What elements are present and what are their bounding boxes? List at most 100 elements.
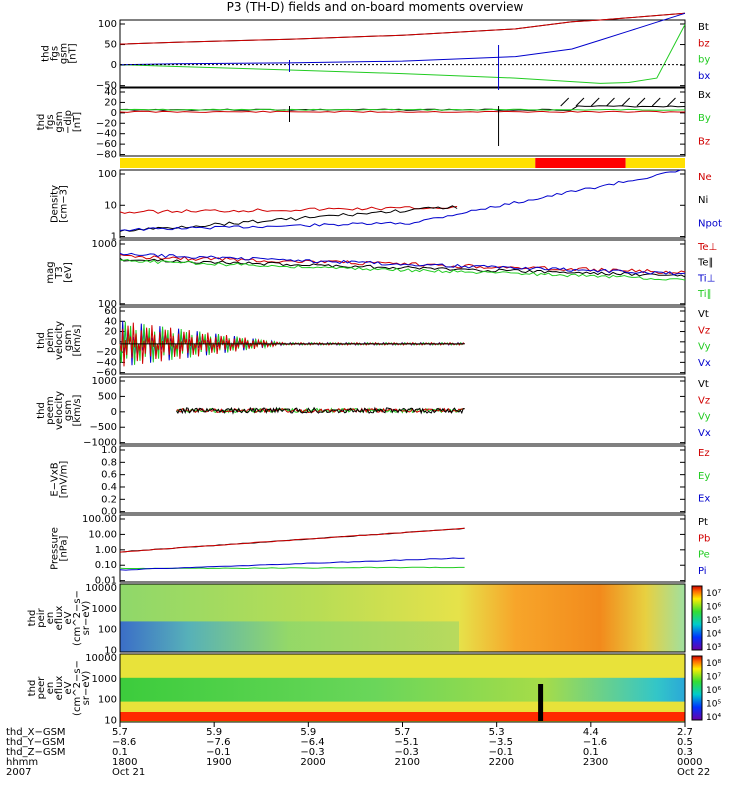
ytick-label: −60 [96, 139, 117, 150]
ytick-label: 10000 [85, 653, 117, 664]
panel-frame-density [119, 169, 686, 239]
ytick-label: 100 [98, 299, 117, 310]
ytick-label: 1 [111, 232, 117, 243]
ytick-label: −60 [96, 368, 117, 379]
colorbar [691, 655, 703, 721]
ytick-label: 100.00 [82, 514, 117, 525]
legend-entry: Vt [698, 379, 709, 390]
sawtooth-mark [560, 97, 570, 107]
xaxis-value: 2000 [300, 757, 325, 768]
legend-entry: Vz [698, 325, 710, 336]
series-line-by [119, 24, 686, 84]
xaxis-value: Oct 21 [112, 767, 145, 778]
ytick-label: 50 [104, 40, 117, 51]
ytick-label: −40 [96, 129, 117, 140]
xaxis-value: 0.1 [583, 747, 599, 758]
xaxis-value: 2100 [395, 757, 420, 768]
xaxis-row-label: thd_Y−GSM [6, 737, 65, 748]
sawtooth-mark [590, 97, 600, 107]
xaxis-value: −6.4 [300, 737, 324, 748]
region-bar-segment [535, 158, 626, 168]
legend-entry: Vt [698, 309, 709, 320]
ytick-label: 1000 [92, 604, 117, 615]
xaxis-value: 0000 [677, 757, 702, 768]
xaxis-value: −5.1 [395, 737, 419, 748]
legend-entry: Vz [698, 395, 710, 406]
legend-entry: bx [698, 71, 710, 82]
spectrogram-peer-lowband [120, 712, 685, 721]
ylabel-line: eflux [54, 606, 65, 631]
ylabel-line: eV [63, 681, 74, 694]
legend-entry: Pe [698, 550, 710, 561]
legend-entry: Bz [698, 136, 710, 147]
sawtooth-mark [667, 97, 676, 107]
legend-entry: Ni [698, 195, 708, 206]
ylabel-line: en [45, 612, 56, 625]
ytick-label: 10000 [85, 583, 117, 594]
ylabel-line: gsm [63, 400, 74, 421]
series-line-bx [119, 12, 686, 66]
ylabel-line: sr−eV) [81, 601, 92, 636]
ytick-label: 100 [98, 695, 117, 706]
ytick-label: 1.0 [101, 445, 117, 456]
ylabel-line: −dip [63, 110, 74, 134]
panel-frame-pressure [119, 514, 686, 583]
ytick-label: 1000 [92, 239, 117, 250]
ylabel-line: thd [27, 610, 38, 627]
ytick-label: 100 [98, 169, 117, 180]
ytick-label: 1000 [92, 674, 117, 685]
ylabel-line: mag [45, 261, 56, 283]
series-line-Te-par [119, 257, 686, 278]
colorbar-tick-label: 10³ [706, 643, 721, 653]
xaxis-value: 5.7 [112, 727, 128, 738]
ylabel-line: [km/s] [72, 324, 83, 356]
sawtooth-mark [575, 97, 585, 107]
colorbar-tick-label: 10⁴ [706, 713, 721, 723]
colorbar-tick-label: 10⁸ [706, 659, 721, 669]
legend-entry: Ne [698, 172, 712, 183]
panel-frame-fgs_gsm_dip [119, 87, 686, 157]
legend-entry: Npot [698, 218, 722, 229]
ylabel-line: [nT] [72, 112, 83, 132]
legend-entry: Bx [698, 90, 711, 101]
ytick-label: 10 [104, 646, 117, 657]
ytick-label: 0.4 [101, 482, 117, 493]
ytick-label: 0.2 [101, 494, 117, 505]
ylabel-line: T3 [54, 266, 65, 279]
ytick-label: −80 [96, 150, 117, 161]
ytick-label: 0.8 [101, 457, 117, 468]
ylabel-line: thd [36, 402, 47, 419]
colorbar-tick-label: 10⁷ [706, 673, 721, 683]
ytick-label: 40 [104, 316, 117, 327]
ylabel-line: fgs [50, 46, 61, 61]
ylabel-line: peer [36, 676, 47, 700]
ytick-label: 20 [104, 97, 117, 108]
series-line-Pi [119, 557, 465, 571]
panel-frame-fgs_gsm [119, 19, 686, 88]
panel-frame-peir-overlay [119, 583, 686, 653]
series-line-Ne [119, 206, 458, 214]
ytick-label: 0.6 [101, 470, 117, 481]
legend-entry: Pb [698, 533, 710, 544]
ytick-label: 40 [104, 87, 117, 98]
xaxis-value: 4.4 [583, 727, 599, 738]
sawtooth-mark [636, 97, 646, 107]
data-gap-bar [538, 684, 544, 721]
plot-title: P3 (TH-D) fields and on-board moments ov… [226, 0, 524, 14]
ytick-label: 1.00 [95, 545, 117, 556]
legend-entry: Ti∥ [697, 289, 712, 300]
colorbar-tick-label: 10⁴ [706, 630, 721, 640]
xaxis-value: 5.9 [206, 727, 222, 738]
ylabel-line: sr−eV) [81, 671, 92, 706]
xaxis-value: −0.1 [206, 747, 230, 758]
ylabel-line: [km/s] [72, 394, 83, 426]
panel-frame-temperature [119, 239, 686, 306]
panel-frame-peim_velocity [119, 306, 686, 375]
ylabel-line: [nPa] [59, 535, 70, 561]
xaxis-value: Oct 22 [677, 767, 710, 778]
ytick-label: −1000 [83, 438, 117, 449]
sawtooth-mark [621, 97, 631, 107]
ylabel-line: gsm [54, 111, 65, 132]
